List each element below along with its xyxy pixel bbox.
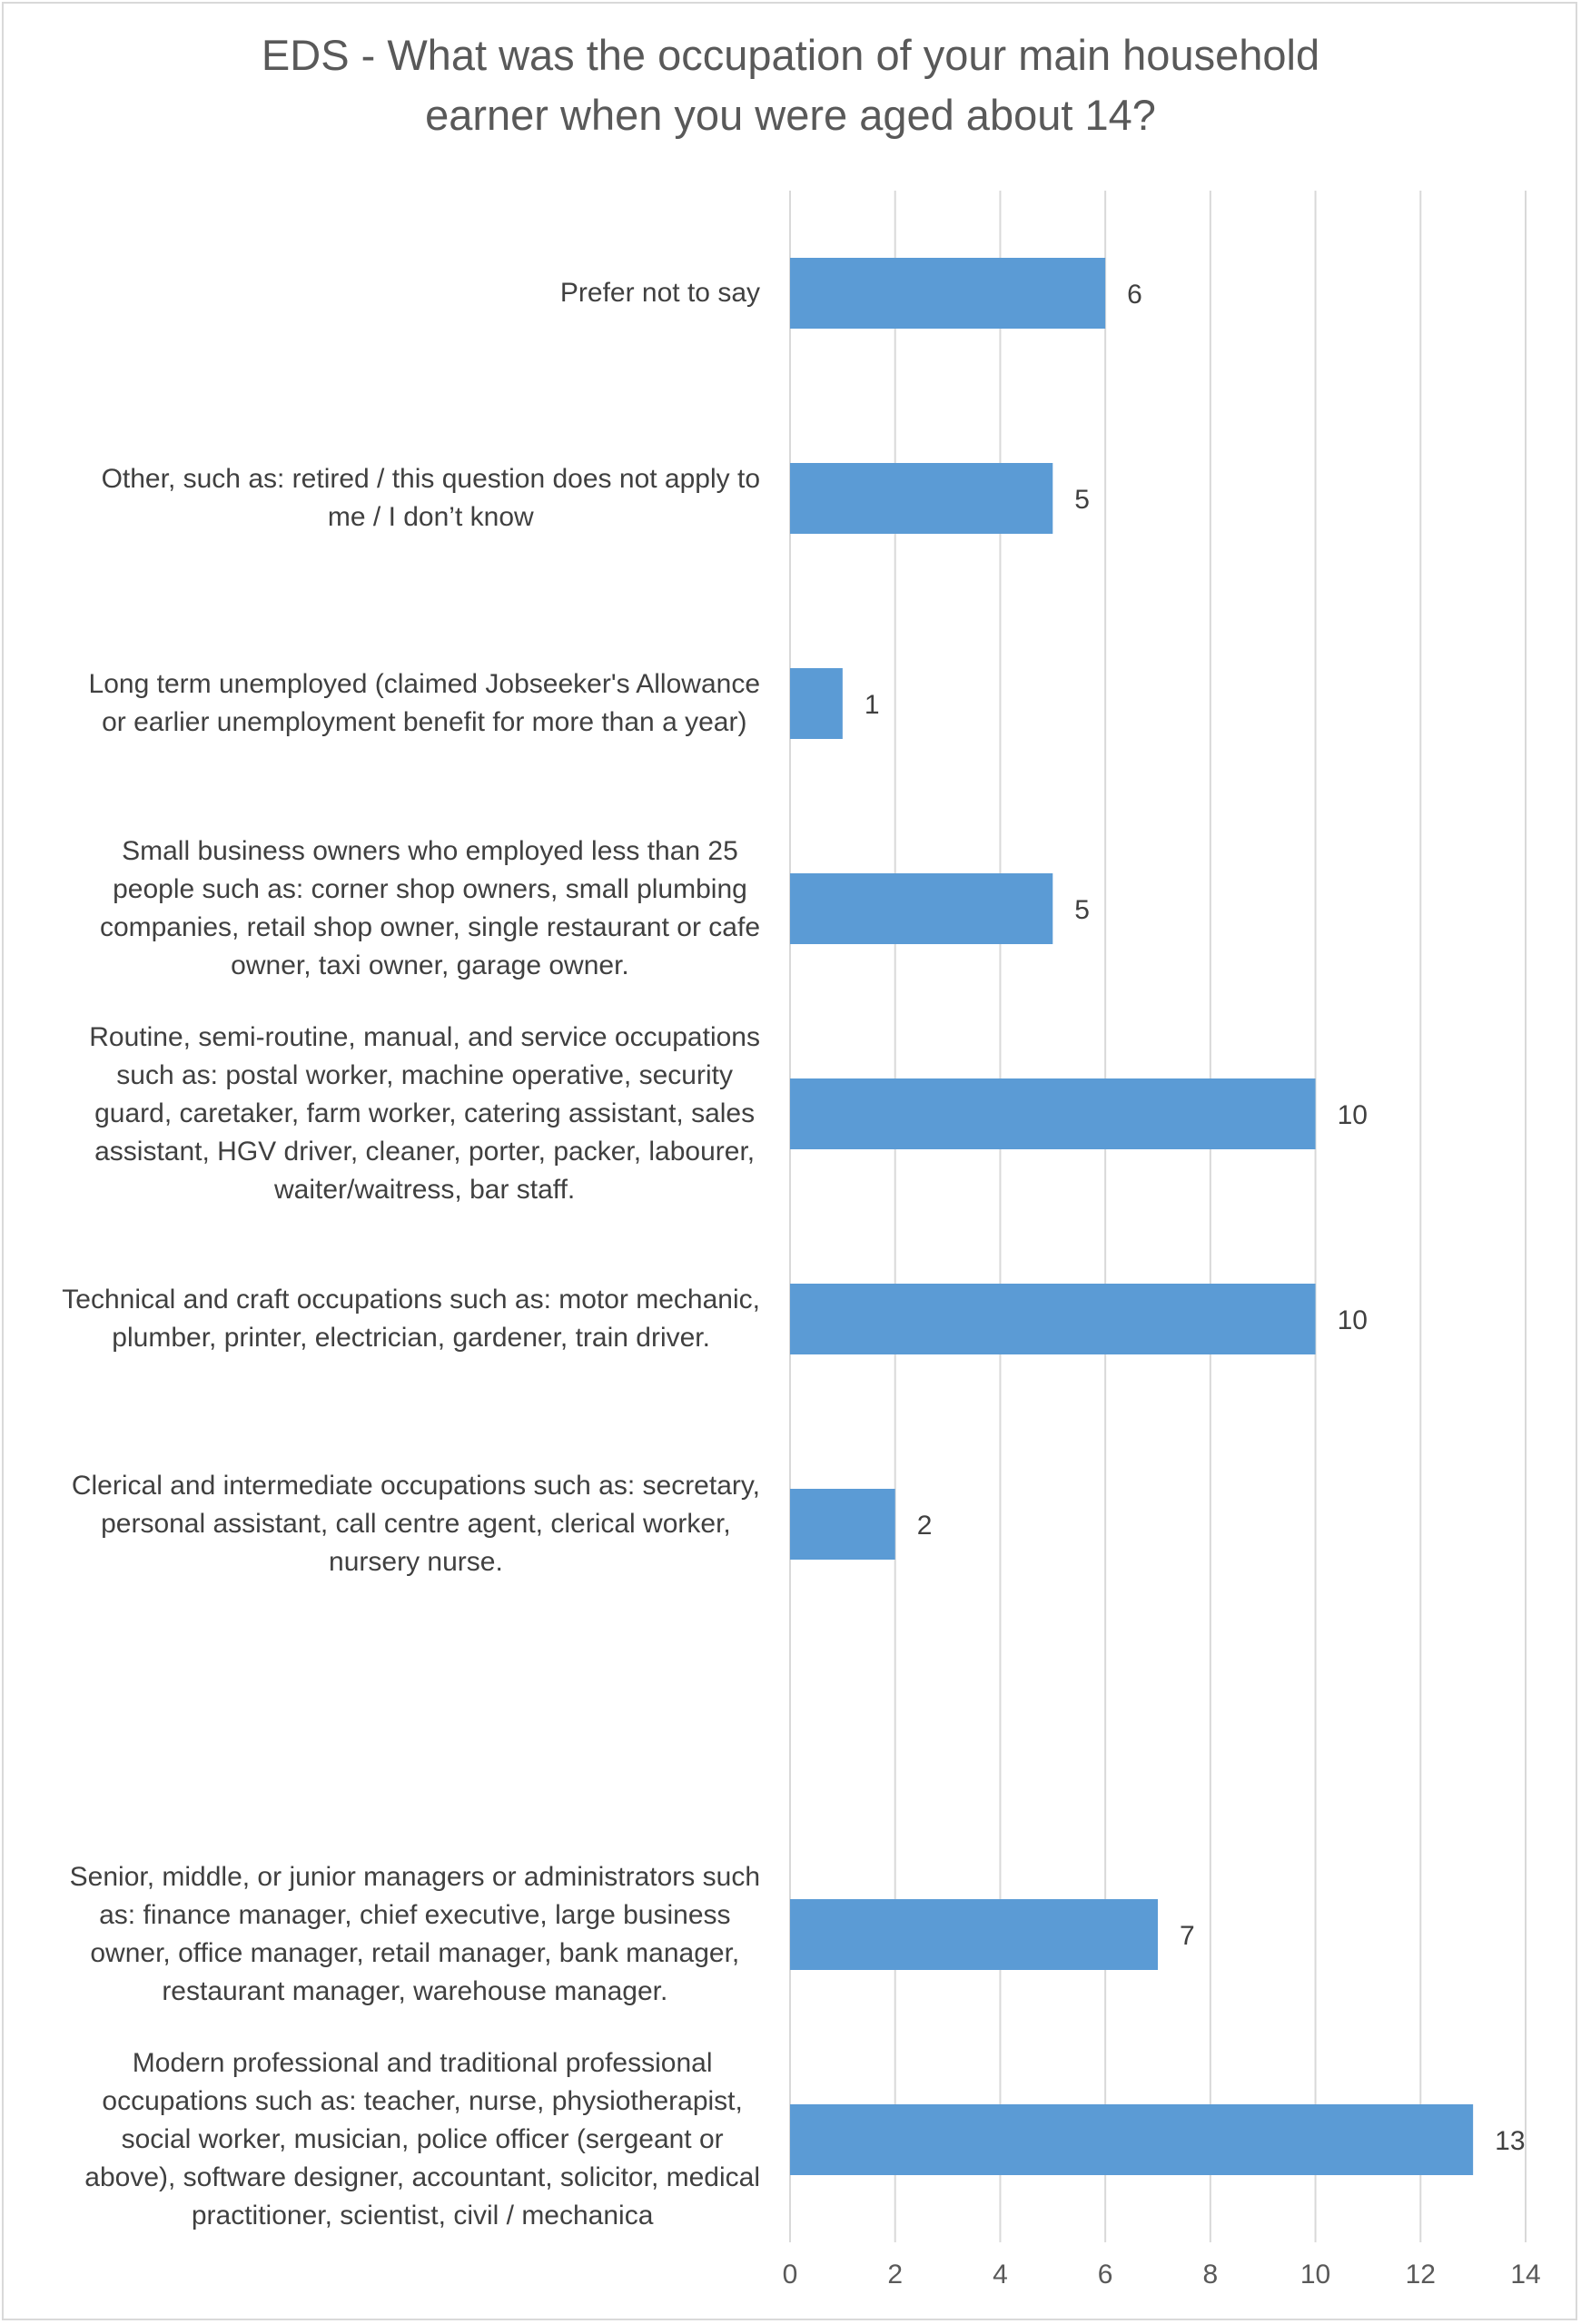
category-label-line: companies, retail shop owner, single res… <box>100 912 760 942</box>
category-label-line: as: finance manager, chief executive, la… <box>99 1900 730 1930</box>
category-label-line: Senior, middle, or junior managers or ad… <box>70 1862 760 1892</box>
bars <box>790 258 1474 2175</box>
data-label: 13 <box>1495 2126 1525 2156</box>
chart-title-line-1: EDS - What was the occupation of your ma… <box>261 31 1320 79</box>
bar <box>790 463 1053 534</box>
category-label-line: assistant, HGV driver, cleaner, porter, … <box>94 1137 755 1167</box>
x-tick-label: 12 <box>1406 2260 1436 2290</box>
x-axis-tick-labels: 0 2 4 6 8 10 12 14 <box>783 2260 1541 2290</box>
data-label: 10 <box>1338 1100 1368 1130</box>
bar <box>790 873 1053 944</box>
category-label-line: guard, caretaker, farm worker, catering … <box>94 1098 755 1128</box>
category-label-line: Technical and craft occupations such as:… <box>62 1285 760 1315</box>
bar <box>790 668 843 739</box>
x-tick-label: 14 <box>1510 2260 1540 2290</box>
category-label-line: nursery nurse. <box>329 1547 503 1577</box>
data-label: 5 <box>1074 485 1090 515</box>
category-label-line: owner, taxi owner, garage owner. <box>231 950 629 980</box>
x-tick-label: 8 <box>1203 2260 1219 2290</box>
category-label-line: Modern professional and traditional prof… <box>133 2048 713 2078</box>
category-label-line: me / I don’t know <box>328 502 534 532</box>
data-label: 7 <box>1180 1921 1195 1951</box>
category-label-line: Small business owners who employed less … <box>122 836 738 866</box>
category-label: Small business owners who employed less … <box>100 836 760 980</box>
bar <box>790 258 1106 329</box>
data-labels: 6 5 1 5 10 10 2 7 13 <box>865 280 1526 2156</box>
category-label-line: people such as: corner shop owners, smal… <box>113 874 747 904</box>
data-label: 10 <box>1338 1305 1368 1335</box>
category-label-line: occupations such as: teacher, nurse, phy… <box>102 2086 742 2116</box>
category-label-line: social worker, musician, police officer … <box>122 2124 724 2154</box>
category-label: Long term unemployed (claimed Jobseeker'… <box>89 669 760 737</box>
category-label-line: personal assistant, call centre agent, c… <box>101 1509 731 1539</box>
bar <box>790 1078 1316 1149</box>
x-tick-label: 0 <box>783 2260 798 2290</box>
category-label-line: Clerical and intermediate occupations su… <box>72 1471 760 1501</box>
category-label-line: or earlier unemployment benefit for more… <box>102 707 746 737</box>
category-label: Other, such as: retired / this question … <box>102 464 760 532</box>
data-label: 6 <box>1127 280 1142 310</box>
bar <box>790 1489 895 1560</box>
category-label-line: owner, office manager, retail manager, b… <box>90 1938 739 1968</box>
category-label-line: practitioner, scientist, civil / mechani… <box>192 2201 654 2230</box>
category-label-line: Long term unemployed (claimed Jobseeker'… <box>89 669 760 699</box>
data-label: 5 <box>1074 895 1090 925</box>
data-label: 1 <box>865 690 880 720</box>
category-label-line: waiter/waitress, bar staff. <box>273 1175 575 1205</box>
category-label-line: Prefer not to say <box>560 278 760 308</box>
bar <box>790 2104 1474 2175</box>
bar <box>790 1284 1316 1354</box>
chart-title-line-2: earner when you were aged about 14? <box>425 91 1156 139</box>
category-labels: Prefer not to say Other, such as: retired… <box>62 278 760 2230</box>
bar <box>790 1899 1158 1970</box>
x-tick-label: 10 <box>1300 2260 1330 2290</box>
category-label: Modern professional and traditional prof… <box>84 2048 760 2230</box>
category-label-line: restaurant manager, warehouse manager. <box>162 1976 667 2006</box>
chart-title: EDS - What was the occupation of your ma… <box>0 25 1581 145</box>
category-label-line: such as: postal worker, machine operativ… <box>116 1060 733 1090</box>
category-label: Prefer not to say <box>560 278 760 308</box>
x-tick-label: 6 <box>1098 2260 1113 2290</box>
category-label-line: plumber, printer, electrician, gardener,… <box>112 1323 710 1353</box>
category-label-line: Other, such as: retired / this question … <box>102 464 760 494</box>
category-label: Technical and craft occupations such as:… <box>62 1285 760 1353</box>
category-label-line: Routine, semi-routine, manual, and servi… <box>89 1022 760 1052</box>
x-tick-label: 4 <box>993 2260 1008 2290</box>
data-label: 2 <box>917 1511 933 1541</box>
category-label: Routine, semi-routine, manual, and servi… <box>89 1022 760 1205</box>
category-label: Clerical and intermediate occupations su… <box>72 1471 760 1577</box>
category-label: Senior, middle, or junior managers or ad… <box>70 1862 760 2006</box>
x-tick-label: 2 <box>887 2260 903 2290</box>
category-label-line: above), software designer, accountant, s… <box>84 2162 760 2192</box>
